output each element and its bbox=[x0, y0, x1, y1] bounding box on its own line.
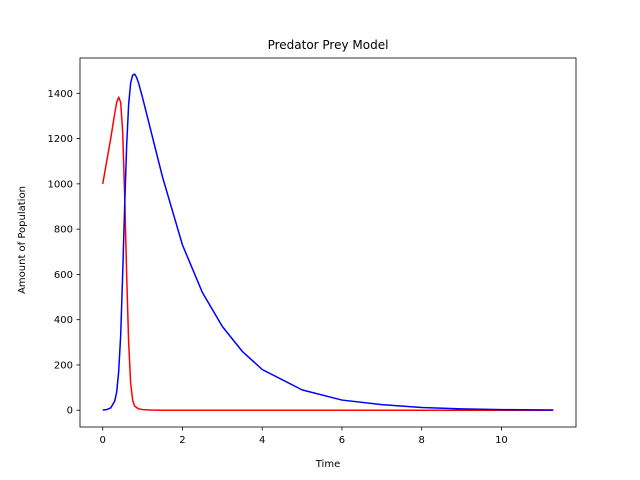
y-tick-label: 1200 bbox=[48, 134, 73, 145]
y-axis-label: Amount of Population bbox=[17, 186, 28, 294]
series-line-2 bbox=[102, 73, 554, 411]
y-tick-label: 0 bbox=[67, 406, 73, 417]
x-tick-label: 2 bbox=[179, 435, 185, 446]
axes-frame bbox=[79, 57, 577, 428]
y-tick-label: 1000 bbox=[48, 179, 73, 190]
x-tick-label: 0 bbox=[100, 435, 106, 446]
x-tick-label: 8 bbox=[419, 435, 425, 446]
x-tick-label: 10 bbox=[495, 435, 508, 446]
y-tick-label: 1400 bbox=[48, 89, 73, 100]
y-tick-label: 800 bbox=[54, 225, 73, 236]
series-line-1 bbox=[101, 96, 554, 411]
y-tick-label: 200 bbox=[54, 360, 73, 371]
axis-ticks: 0 2 4 6 8 10 0 200 400 600 800 1000 1200 1400 bbox=[48, 89, 508, 446]
plot-area bbox=[79, 57, 577, 428]
x-tick-label: 4 bbox=[259, 435, 265, 446]
x-tick-label: 6 bbox=[339, 435, 345, 446]
chart-title: Predator Prey Model bbox=[268, 38, 389, 52]
x-axis-label: Time bbox=[315, 459, 340, 470]
y-tick-label: 600 bbox=[54, 270, 73, 281]
y-tick-label: 400 bbox=[54, 315, 73, 326]
